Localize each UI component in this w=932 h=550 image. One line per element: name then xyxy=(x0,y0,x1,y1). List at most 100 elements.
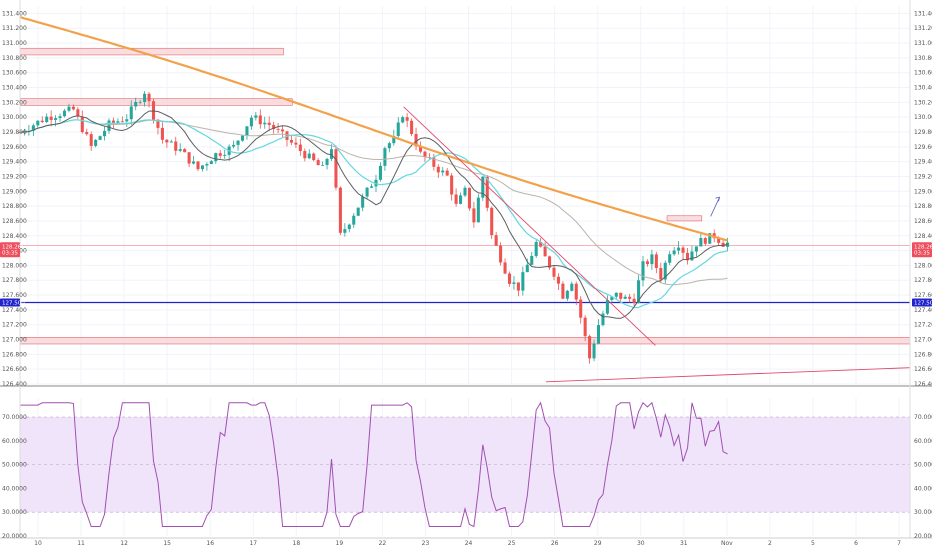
candle-body xyxy=(356,207,360,216)
candle-body xyxy=(156,119,160,128)
y-tick-label-right: 128.600 xyxy=(914,218,932,225)
candle-body xyxy=(205,164,209,166)
candle-body xyxy=(169,141,173,143)
candle-body xyxy=(467,187,471,209)
candle-body xyxy=(298,144,302,152)
y-tick-label-left: 129.400 xyxy=(2,159,27,166)
candle-body xyxy=(232,144,236,147)
y-tick-label-left: 127.200 xyxy=(2,322,27,329)
y-tick-label-right: 129.400 xyxy=(914,159,932,166)
candle-body xyxy=(463,187,467,196)
candle-body xyxy=(459,195,463,204)
candle-body xyxy=(178,149,182,151)
candle-body xyxy=(276,129,280,130)
x-tick-label: 23 xyxy=(422,540,430,547)
candle-body xyxy=(543,246,547,257)
y-tick-label-left: 130.600 xyxy=(2,70,27,77)
y-tick-label-left: 129.800 xyxy=(2,129,27,136)
candle-body xyxy=(370,186,374,188)
y-tick-label-right: 130.600 xyxy=(914,70,932,77)
candle-body xyxy=(294,142,298,145)
candle-body xyxy=(80,116,84,133)
rsi-tick-label-right: 60.0000 xyxy=(914,438,932,445)
candle-body xyxy=(668,254,672,263)
y-tick-label-right: 130.800 xyxy=(914,55,932,62)
candle-body xyxy=(414,133,418,147)
candle-body xyxy=(289,139,293,143)
candle-body xyxy=(236,140,240,145)
candle-body xyxy=(410,120,414,134)
candle-body xyxy=(721,242,725,247)
candle-body xyxy=(663,262,667,280)
candle-body xyxy=(441,170,445,173)
candle-body xyxy=(659,268,663,280)
candle-body xyxy=(654,254,658,269)
rsi-tick-label-left: 50.0000 xyxy=(2,462,27,469)
candle-body xyxy=(285,131,289,140)
candle-body xyxy=(62,110,67,117)
level-tag-right-label: 127.500 xyxy=(914,300,932,306)
candle-body xyxy=(111,120,115,123)
candle-body xyxy=(67,106,71,111)
candle-body xyxy=(472,208,476,223)
y-tick-label-right: 131.200 xyxy=(914,25,932,32)
y-tick-label-right: 129.000 xyxy=(914,188,932,195)
x-tick-label: 10 xyxy=(34,540,42,547)
candle-body xyxy=(107,120,111,131)
candle-body xyxy=(445,170,449,176)
candle-body xyxy=(628,296,632,299)
rsi-tick-label-right: 70.0000 xyxy=(914,414,932,421)
rsi-tick-label-left: 30.0000 xyxy=(2,509,27,516)
candle-body xyxy=(263,122,267,125)
y-tick-label-right: 126.800 xyxy=(914,351,932,358)
x-tick-label: 26 xyxy=(551,540,559,547)
candle-body xyxy=(565,290,569,299)
y-tick-label-left: 127.600 xyxy=(2,292,27,299)
level-tag-right: 127.500 xyxy=(912,298,932,307)
y-tick-label-left: 131.200 xyxy=(2,25,27,32)
ma-cyan-line xyxy=(19,119,728,309)
y-tick-label-right: 128.400 xyxy=(914,233,932,240)
y-tick-label-right: 127.600 xyxy=(914,292,932,299)
level-tag-left: 127.500 xyxy=(0,298,25,307)
candle-body xyxy=(503,262,507,274)
candle-body xyxy=(561,283,565,299)
candle-body xyxy=(365,187,369,197)
rsi-tick-label-right: 40.0000 xyxy=(914,485,932,492)
y-tick-label-left: 130.200 xyxy=(2,99,27,106)
x-tick-label: Nov xyxy=(721,540,733,547)
candle-body xyxy=(49,116,53,120)
y-tick-label-left: 131.000 xyxy=(2,40,27,47)
rsi-tick-label-right: 20.0000 xyxy=(914,533,932,540)
candle-body xyxy=(490,207,494,236)
candle-body xyxy=(254,115,258,118)
candle-body xyxy=(512,282,516,284)
y-tick-label-left: 129.600 xyxy=(2,144,27,151)
candle-body xyxy=(703,238,707,244)
candle-body xyxy=(214,153,218,162)
candle-body xyxy=(125,119,129,122)
y-tick-label-left: 129.200 xyxy=(2,173,27,180)
candle-body xyxy=(605,299,609,314)
candle-body xyxy=(583,317,587,337)
moving-averages xyxy=(19,16,728,319)
candle-body xyxy=(579,299,583,318)
candle-body xyxy=(147,93,151,102)
candle-body xyxy=(685,252,690,261)
arrow-line xyxy=(710,197,720,217)
candle-body xyxy=(103,130,107,137)
candle-body xyxy=(307,153,311,159)
x-tick-label: 5 xyxy=(811,540,815,547)
candle-body xyxy=(387,143,391,149)
x-tick-label: 16 xyxy=(206,540,214,547)
y-tick-label-left: 126.600 xyxy=(2,366,27,373)
candle-body xyxy=(218,153,222,156)
candle-body xyxy=(699,238,703,247)
y-tick-label-right: 130.400 xyxy=(914,85,932,92)
rsi-tick-label-right: 50.0000 xyxy=(914,462,932,469)
x-tick-label: 11 xyxy=(77,540,85,547)
